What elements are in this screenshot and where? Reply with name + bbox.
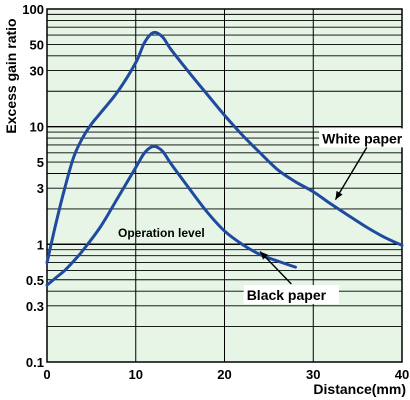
y-tick-label: 0.5	[26, 273, 44, 288]
series-line-white-paper	[45, 30, 404, 265]
y-tick-label: 3	[37, 181, 44, 196]
x-tick-label: 30	[306, 367, 320, 382]
y-tick-label: 5	[37, 155, 44, 170]
y-tick-label: 30	[30, 64, 44, 79]
annotation-arrowhead-black-paper	[260, 251, 269, 260]
annotation-arrow-white-paper	[334, 147, 368, 200]
y-tick-label: 0.3	[26, 299, 44, 314]
annotation-white-paper: White paper	[322, 130, 403, 146]
series-line-black-paper	[45, 144, 297, 287]
x-tick-label: 20	[217, 367, 231, 382]
plot-frame	[46, 8, 403, 363]
y-tick-label: 0.1	[26, 355, 44, 370]
y-tick-label: 100	[22, 2, 44, 17]
series-layer	[45, 30, 404, 287]
x-tick-label: 0	[43, 367, 50, 382]
x-tick-labels: 0 10 20 30 40	[43, 367, 409, 382]
annotation-bg-white-paper	[319, 128, 410, 148]
x-axis-label: Distance(mm)	[313, 381, 406, 397]
y-tick-label: 1	[37, 237, 44, 252]
y-tick-label: 10	[30, 120, 44, 135]
annotation-bg-black-paper	[243, 284, 340, 304]
y-tick-labels: 0.1 0.3 0.5 1 3 5 10 30 50 100	[22, 2, 44, 370]
y-axis-label: Excess gain ratio	[3, 18, 19, 133]
annotation-arrowhead-white-paper	[335, 190, 343, 200]
annotations-layer: White paper Black paper Operation level	[118, 128, 410, 304]
x-tick-label: 40	[395, 367, 409, 382]
x-tick-label: 10	[129, 367, 143, 382]
annotation-operation-level: Operation level	[118, 226, 205, 240]
annotation-black-paper: Black paper	[247, 287, 327, 303]
y-tick-label: 50	[30, 37, 44, 52]
